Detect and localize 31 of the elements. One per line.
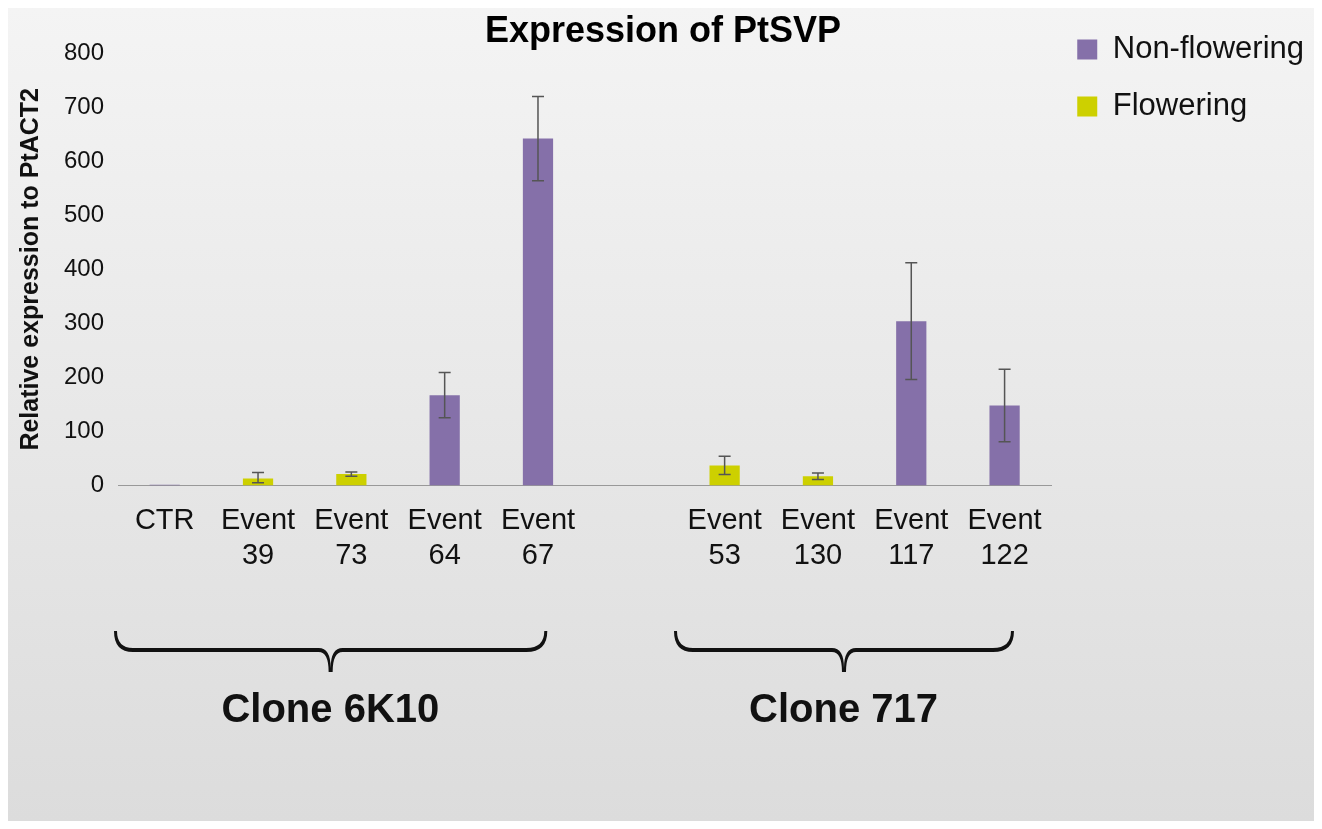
y-tick-label: 500 — [64, 199, 105, 227]
x-tick-label: Event 64 — [407, 502, 482, 570]
bar — [802, 476, 834, 486]
bar — [429, 395, 460, 486]
y-tick-label: 100 — [64, 416, 105, 443]
x-tick-label: Event 117 — [874, 502, 949, 570]
legend-label: Flowering — [1112, 87, 1248, 123]
x-tick-label: Event 122 — [967, 502, 1042, 570]
x-tick-label: Event 67 — [500, 502, 576, 570]
legend-label: Non-flowering — [1112, 30, 1305, 66]
x-tick-label: Event 73 — [314, 502, 389, 570]
bar — [709, 465, 740, 486]
x-tick-label: Event 39 — [220, 502, 296, 570]
y-axis-title: Relative expression to PtACT2 — [14, 87, 43, 451]
y-tick-label: 300 — [64, 307, 105, 335]
x-tick-label: Event 130 — [780, 502, 856, 570]
text: Clone 717 — [748, 685, 940, 732]
y-tick-label: 400 — [64, 253, 105, 281]
bar — [989, 405, 1020, 486]
y-tick-label: 800 — [64, 37, 105, 65]
y-tick-label: 0 — [90, 470, 105, 498]
y-tick-label: 700 — [64, 91, 105, 119]
text: Clone 6K10 — [220, 685, 441, 732]
y-tick-label: 200 — [64, 361, 105, 389]
bar — [242, 478, 274, 486]
bar — [522, 138, 554, 486]
bar — [896, 321, 927, 486]
x-tick-label: CTR — [134, 502, 195, 535]
chart-title: Expression of PtSVP — [484, 8, 842, 50]
x-tick-label: Event 53 — [687, 502, 762, 570]
y-tick-label: 600 — [64, 145, 105, 173]
